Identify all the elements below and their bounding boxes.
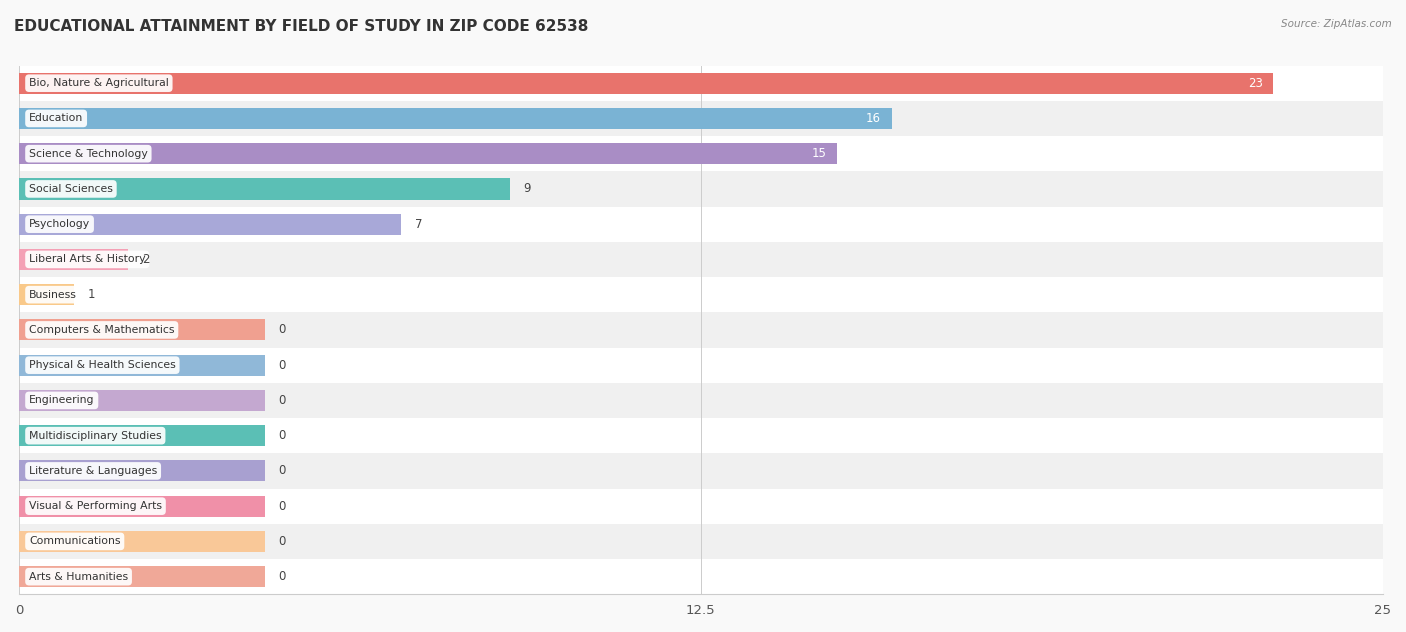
Text: Engineering: Engineering <box>30 396 94 405</box>
Text: 0: 0 <box>278 465 285 477</box>
Bar <box>20 559 1382 594</box>
Text: 0: 0 <box>278 535 285 548</box>
Text: Computers & Mathematics: Computers & Mathematics <box>30 325 174 335</box>
Text: Education: Education <box>30 113 83 123</box>
Bar <box>20 453 1382 489</box>
Text: Social Sciences: Social Sciences <box>30 184 112 194</box>
Text: Science & Technology: Science & Technology <box>30 149 148 159</box>
Text: 16: 16 <box>866 112 880 125</box>
Text: Physical & Health Sciences: Physical & Health Sciences <box>30 360 176 370</box>
Bar <box>20 425 264 446</box>
Text: 15: 15 <box>811 147 827 160</box>
Text: EDUCATIONAL ATTAINMENT BY FIELD OF STUDY IN ZIP CODE 62538: EDUCATIONAL ATTAINMENT BY FIELD OF STUDY… <box>14 19 589 34</box>
Bar <box>20 495 264 517</box>
Text: Source: ZipAtlas.com: Source: ZipAtlas.com <box>1281 19 1392 29</box>
Text: 0: 0 <box>278 359 285 372</box>
Bar <box>20 355 264 376</box>
Bar <box>20 136 1382 171</box>
Text: 7: 7 <box>415 217 422 231</box>
Text: 0: 0 <box>278 570 285 583</box>
Bar <box>20 489 1382 524</box>
Bar <box>20 531 264 552</box>
Text: 0: 0 <box>278 324 285 336</box>
Text: 23: 23 <box>1247 76 1263 90</box>
Text: Communications: Communications <box>30 537 121 547</box>
Text: Arts & Humanities: Arts & Humanities <box>30 572 128 581</box>
Bar <box>20 390 264 411</box>
Bar <box>20 178 510 200</box>
Bar <box>20 214 401 234</box>
Bar <box>20 319 264 341</box>
Bar <box>20 383 1382 418</box>
Text: 2: 2 <box>142 253 149 266</box>
Bar <box>20 66 1382 101</box>
Text: 0: 0 <box>278 429 285 442</box>
Text: Literature & Languages: Literature & Languages <box>30 466 157 476</box>
Bar <box>20 108 891 129</box>
Bar <box>20 73 1274 94</box>
Text: 0: 0 <box>278 500 285 513</box>
Text: Visual & Performing Arts: Visual & Performing Arts <box>30 501 162 511</box>
Text: 0: 0 <box>278 394 285 407</box>
Bar <box>20 312 1382 348</box>
Bar <box>20 277 1382 312</box>
Text: Multidisciplinary Studies: Multidisciplinary Studies <box>30 430 162 441</box>
Bar <box>20 566 264 587</box>
Bar <box>20 249 128 270</box>
Text: Psychology: Psychology <box>30 219 90 229</box>
Bar <box>20 460 264 482</box>
Text: 1: 1 <box>87 288 94 301</box>
Bar <box>20 143 837 164</box>
Text: 9: 9 <box>523 183 531 195</box>
Text: Business: Business <box>30 289 77 300</box>
Bar <box>20 418 1382 453</box>
Text: Bio, Nature & Agricultural: Bio, Nature & Agricultural <box>30 78 169 88</box>
Bar <box>20 207 1382 242</box>
Bar <box>20 524 1382 559</box>
Bar <box>20 242 1382 277</box>
Bar <box>20 171 1382 207</box>
Bar <box>20 284 73 305</box>
Text: Liberal Arts & History: Liberal Arts & History <box>30 255 145 264</box>
Bar <box>20 348 1382 383</box>
Bar <box>20 101 1382 136</box>
